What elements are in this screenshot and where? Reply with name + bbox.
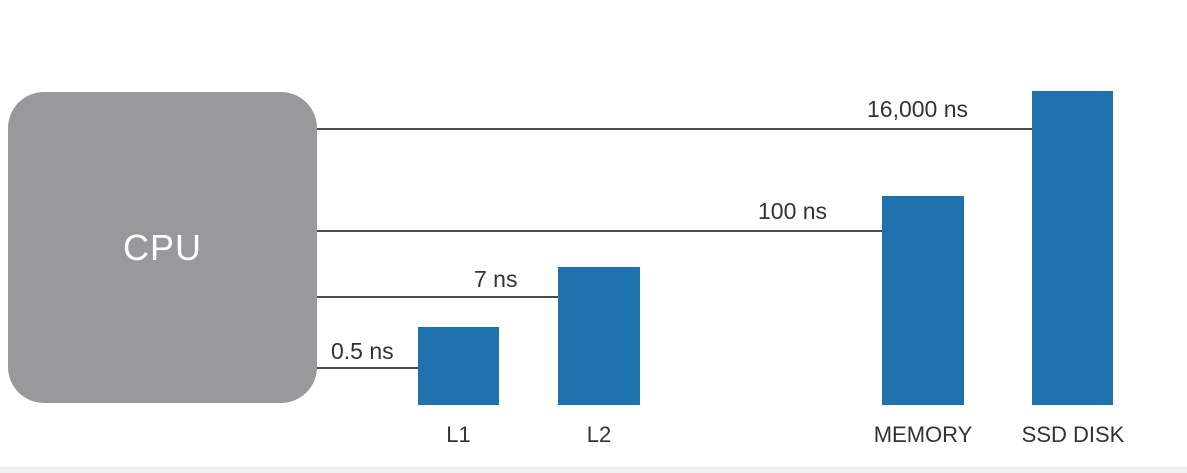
connector-l2 <box>317 296 558 298</box>
cpu-block: CPU <box>8 92 317 403</box>
latency-label-ssd: 16,000 ns <box>867 96 969 122</box>
bar-label-memory: MEMORY <box>873 422 973 447</box>
bar-label-ssd: SSD DISK <box>1021 422 1125 447</box>
latency-label-l1: 0.5 ns <box>331 338 394 364</box>
bar-label-l1: L1 <box>446 422 471 447</box>
connector-ssd <box>317 128 1032 130</box>
cpu-label: CPU <box>122 226 202 268</box>
connector-l1 <box>317 367 418 369</box>
bottom-divider <box>0 467 1187 473</box>
bar-memory <box>882 196 964 405</box>
latency-label-memory: 100 ns <box>758 198 828 224</box>
latency-label-l2: 7 ns <box>474 266 518 292</box>
connector-memory <box>317 230 882 232</box>
bar-ssd <box>1032 91 1113 405</box>
bar-l2 <box>558 267 640 405</box>
bar-label-l2: L2 <box>586 422 612 447</box>
bar-l1 <box>418 327 499 405</box>
